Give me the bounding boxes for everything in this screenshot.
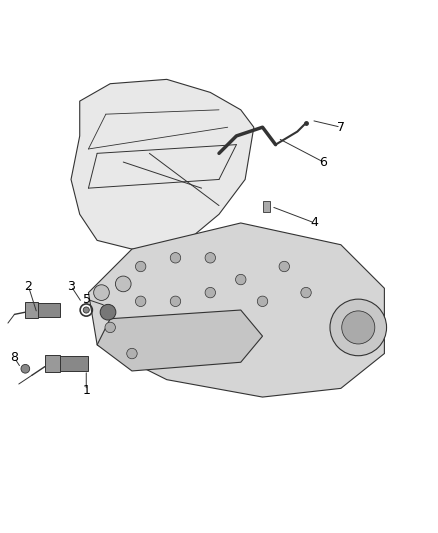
Circle shape <box>170 296 181 306</box>
Bar <box>262 201 270 212</box>
Circle shape <box>342 311 375 344</box>
Text: 3: 3 <box>67 280 75 293</box>
Circle shape <box>100 304 116 320</box>
Text: 2: 2 <box>25 280 32 293</box>
Circle shape <box>236 274 246 285</box>
Text: 5: 5 <box>83 293 91 305</box>
Circle shape <box>105 322 116 333</box>
Circle shape <box>257 296 268 306</box>
Circle shape <box>94 285 110 301</box>
Bar <box>36 303 60 317</box>
Text: 8: 8 <box>11 351 18 365</box>
Bar <box>25 302 39 318</box>
PathPatch shape <box>88 223 385 397</box>
Circle shape <box>301 287 311 298</box>
Circle shape <box>279 261 290 272</box>
Circle shape <box>205 253 215 263</box>
Text: 7: 7 <box>337 121 345 134</box>
Text: 1: 1 <box>82 384 90 397</box>
Bar <box>58 356 88 371</box>
Bar <box>45 355 60 372</box>
PathPatch shape <box>97 310 262 371</box>
Circle shape <box>116 276 131 292</box>
Text: 4: 4 <box>311 216 319 230</box>
Circle shape <box>205 287 215 298</box>
Circle shape <box>135 261 146 272</box>
Circle shape <box>170 253 181 263</box>
Circle shape <box>135 296 146 306</box>
Circle shape <box>21 365 30 373</box>
Circle shape <box>127 349 137 359</box>
PathPatch shape <box>71 79 254 249</box>
Text: 6: 6 <box>319 156 327 168</box>
Circle shape <box>83 307 89 313</box>
Circle shape <box>330 299 387 356</box>
